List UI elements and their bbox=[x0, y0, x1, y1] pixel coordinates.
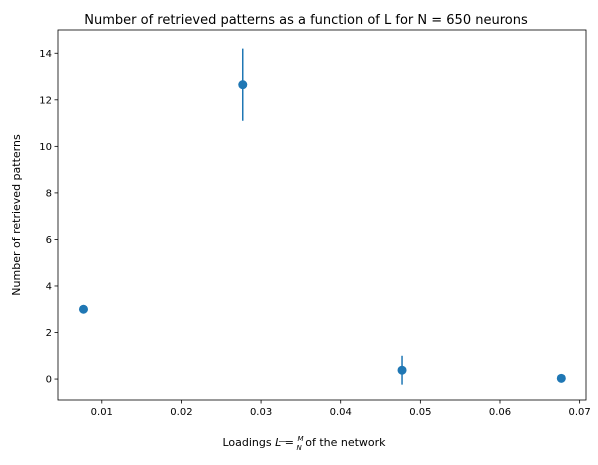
data-point-4 bbox=[556, 373, 566, 383]
data-points bbox=[78, 80, 566, 383]
y-axis-label: Number of retrieved patterns bbox=[10, 134, 23, 296]
x-tick-label: 0.04 bbox=[330, 407, 352, 418]
y-tick-label: 2 bbox=[46, 328, 52, 339]
y-tick-label: 0 bbox=[46, 375, 52, 386]
data-point-3 bbox=[397, 365, 407, 375]
x-tick-label: 0.07 bbox=[568, 407, 590, 418]
x-axis-label-suffix: of the network bbox=[302, 436, 386, 449]
x-axis-label-prefix: Loadings bbox=[222, 436, 275, 449]
x-axis-label-frac-den: N bbox=[296, 444, 302, 452]
plot-area bbox=[57, 29, 587, 401]
x-axis-ticks: 0.01 0.02 0.03 0.04 0.05 0.06 0.07 bbox=[91, 400, 591, 418]
x-tick-label: 0.05 bbox=[409, 407, 431, 418]
y-tick-label: 8 bbox=[46, 188, 52, 199]
chart-title: Number of retrieved patterns as a functi… bbox=[84, 13, 528, 28]
x-axis-label-eq: = bbox=[281, 436, 297, 449]
y-axis-ticks: 0 2 4 6 8 10 12 14 bbox=[39, 49, 58, 386]
y-tick-label: 4 bbox=[46, 281, 52, 292]
y-tick-label: 6 bbox=[46, 235, 52, 246]
y-tick-label: 12 bbox=[39, 95, 52, 106]
x-tick-label: 0.01 bbox=[91, 407, 113, 418]
x-tick-label: 0.02 bbox=[170, 407, 192, 418]
data-point-1 bbox=[78, 304, 88, 314]
error-bars bbox=[242, 48, 403, 385]
y-tick-label: 10 bbox=[39, 142, 52, 153]
x-tick-label: 0.03 bbox=[250, 407, 272, 418]
x-tick-label: 0.06 bbox=[489, 407, 511, 418]
y-tick-label: 14 bbox=[39, 49, 52, 60]
x-axis-label-var: L bbox=[275, 436, 281, 449]
data-point-2 bbox=[238, 80, 248, 90]
x-axis-label-frac-num: M bbox=[297, 435, 303, 443]
